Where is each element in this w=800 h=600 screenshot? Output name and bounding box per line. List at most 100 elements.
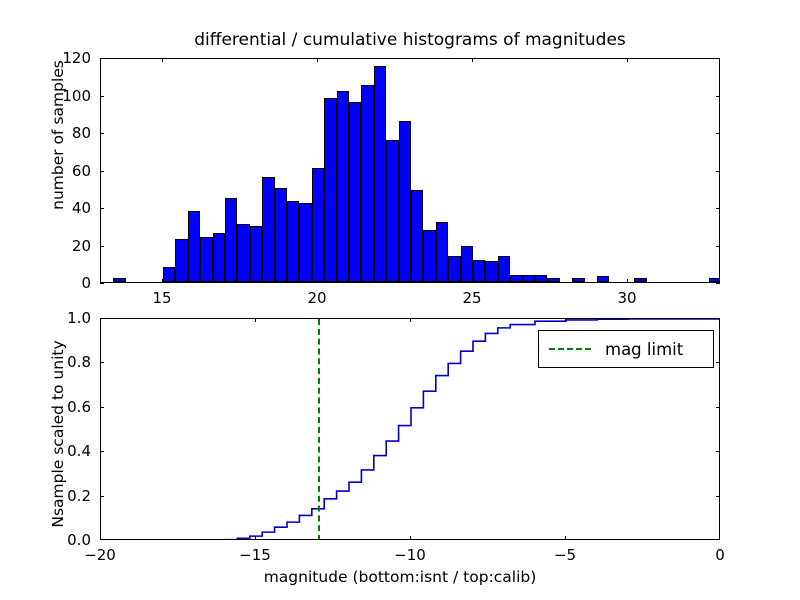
y-tick-mark [100, 451, 104, 453]
differential-histogram-axes [100, 58, 720, 283]
histogram-bar [411, 190, 424, 282]
histogram-bar [163, 267, 176, 282]
x-tick-mark [162, 58, 163, 62]
x-tick-label: 25 [462, 289, 482, 307]
cumulative-curve [224, 319, 719, 539]
x-axis-label: magnitude (bottom:isnt / top:calib) [263, 568, 537, 586]
histogram-bar [287, 201, 300, 282]
y-tick-label: 40 [71, 199, 91, 217]
x-tick-mark [410, 318, 411, 322]
histogram-bar [274, 188, 287, 282]
histogram-bar [187, 210, 201, 282]
histogram-bar [435, 222, 449, 282]
y-tick-mark [716, 133, 720, 134]
histogram-bar [249, 225, 263, 282]
y-tick-mark [100, 133, 104, 134]
y-tick-mark [716, 362, 720, 364]
histogram-bar [473, 259, 486, 282]
top-y-axis-label: number of samples [49, 60, 67, 210]
x-tick-mark [472, 58, 473, 62]
y-tick-label: 120 [62, 49, 91, 67]
x-tick-label: 15 [152, 289, 172, 307]
x-tick-label: 0 [715, 546, 725, 564]
figure-title: differential / cumulative histograms of … [194, 30, 626, 50]
histogram-bar [448, 255, 461, 282]
y-tick-label: 0.8 [67, 353, 91, 372]
y-tick-mark [100, 245, 104, 247]
histogram-bar [460, 246, 473, 282]
y-tick-mark [100, 95, 104, 97]
histogram-bar [708, 278, 719, 282]
histogram-bar [485, 261, 498, 282]
x-tick-mark [719, 318, 720, 322]
y-tick-label: 0 [81, 274, 91, 292]
x-tick-mark [719, 536, 720, 540]
y-tick-label: 0.6 [67, 397, 91, 416]
x-tick-mark [100, 318, 101, 322]
histogram-bar [349, 102, 362, 282]
histogram-bar [200, 237, 213, 282]
histogram-bar [398, 120, 411, 282]
x-tick-mark [317, 279, 318, 283]
y-tick-mark [716, 58, 720, 59]
bottom-y-axis-label: Nsample scaled to unity [49, 340, 67, 528]
x-tick-mark [317, 58, 318, 62]
y-tick-mark [716, 95, 720, 97]
histogram-bar [547, 278, 560, 282]
histogram-bar [522, 274, 535, 282]
y-tick-mark [100, 170, 104, 172]
legend-line-sample [549, 348, 591, 350]
x-tick-label: 30 [617, 289, 637, 307]
y-tick-label: 20 [71, 236, 91, 255]
y-tick-mark [716, 451, 720, 453]
x-tick-mark [565, 318, 566, 322]
x-tick-mark [565, 536, 566, 540]
histogram-bar [373, 66, 387, 282]
x-tick-label: 20 [307, 289, 327, 307]
y-tick-mark [100, 208, 104, 209]
y-tick-mark [100, 362, 104, 364]
histogram-bar [113, 278, 126, 282]
x-tick-mark [472, 279, 473, 283]
histogram-bar [361, 85, 374, 282]
histogram-bar [237, 223, 250, 282]
y-tick-mark [716, 495, 720, 497]
y-tick-label: 100 [62, 86, 91, 105]
y-tick-label: 60 [71, 161, 91, 180]
histogram-bar [311, 167, 325, 282]
histogram-bar [175, 238, 188, 282]
y-tick-mark [100, 283, 104, 284]
cumulative-step-line [224, 319, 719, 539]
histogram-bar [299, 203, 312, 282]
y-tick-label: 1.0 [67, 309, 91, 327]
histogram-bar [386, 139, 399, 282]
y-tick-label: 0.2 [67, 486, 91, 505]
x-tick-mark [255, 536, 256, 540]
histogram-bar [497, 255, 511, 282]
y-tick-mark [100, 58, 104, 59]
y-tick-mark [716, 245, 720, 247]
histogram-bar [572, 278, 585, 282]
mag-limit-vline [318, 319, 320, 539]
x-tick-label: −10 [394, 546, 426, 564]
histogram-bar [634, 278, 647, 282]
y-tick-mark [716, 170, 720, 172]
x-tick-mark [255, 318, 256, 322]
legend-label-mag-limit: mag limit [605, 339, 684, 359]
y-tick-label: 80 [71, 124, 91, 142]
y-tick-mark [716, 283, 720, 284]
x-tick-mark [627, 279, 628, 283]
histogram-bar [597, 276, 610, 282]
legend: mag limit [538, 330, 714, 368]
y-tick-label: 0.4 [67, 442, 91, 461]
histogram-bar [262, 177, 275, 282]
histogram-bar [510, 274, 523, 282]
histogram-bar [212, 233, 225, 282]
x-tick-mark [627, 58, 628, 62]
histogram-bar [423, 229, 436, 282]
y-tick-mark [716, 208, 720, 209]
y-tick-label: 0.0 [67, 531, 91, 549]
histogram-bar [225, 197, 238, 282]
y-tick-mark [716, 406, 720, 408]
